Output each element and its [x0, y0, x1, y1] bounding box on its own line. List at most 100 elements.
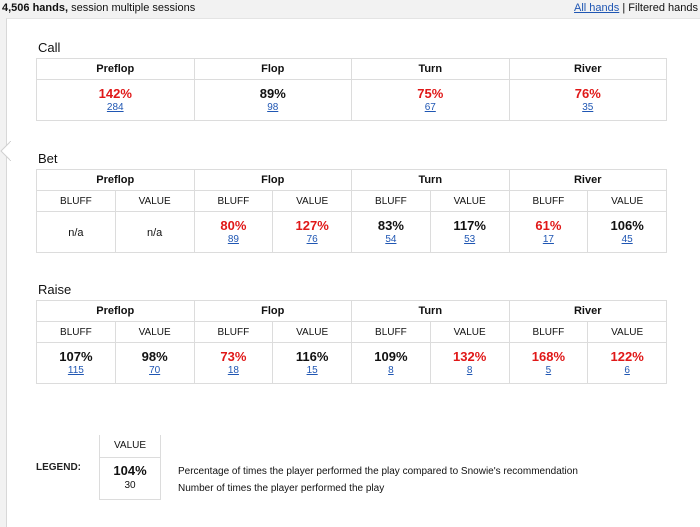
bet-pct: 106% [610, 218, 644, 233]
raise-pct: 98% [141, 349, 168, 364]
bet-street-river: River [508, 169, 667, 191]
bet-count-link[interactable]: 89 [227, 234, 239, 245]
call-pct: 142% [98, 86, 132, 101]
bet-sub-label: VALUE [429, 190, 510, 212]
legend-label: LEGEND: [36, 462, 81, 473]
call-street-flop: Flop [193, 58, 352, 80]
bet-sub-label: BLUFF [193, 190, 274, 212]
call-count-link[interactable]: 98 [267, 102, 279, 113]
bet-cell: n/a [114, 211, 195, 253]
raise-count-link[interactable]: 70 [149, 365, 161, 376]
raise-sub-label: VALUE [429, 321, 510, 343]
bet-count-link[interactable]: 53 [464, 234, 476, 245]
bet-na: n/a [146, 227, 163, 239]
legend-header: VALUE [100, 435, 160, 458]
bet-sub-label: VALUE [587, 190, 667, 212]
bet-sub-label: BLUFF [508, 190, 589, 212]
bet-street-turn: Turn [351, 169, 510, 191]
legend-count: 30 [124, 480, 136, 491]
raise-street-flop: Flop [193, 300, 352, 322]
raise-title: Raise [38, 282, 72, 297]
raise-count-link[interactable]: 18 [227, 365, 239, 376]
all-hands-link[interactable]: All hands [574, 2, 620, 14]
legend-count-description: Number of times the player performed the… [178, 483, 385, 494]
bet-title: Bet [38, 151, 58, 166]
raise-count-link[interactable]: 15 [306, 365, 318, 376]
call-street-turn: Turn [351, 58, 510, 80]
bet-street-header-row: Preflop Flop Turn River [36, 169, 667, 191]
bet-cell: 80% 89 [193, 211, 274, 253]
legend-pct-description: Percentage of times the player performed… [178, 466, 578, 477]
call-pct: 75% [417, 86, 444, 101]
raise-pct: 107% [59, 349, 93, 364]
raise-cell: 73% 18 [193, 342, 274, 384]
raise-pct: 132% [453, 349, 487, 364]
call-cell: 75% 67 [351, 79, 510, 121]
call-table: Preflop Flop Turn River 142% 284 89% 98 75… [36, 58, 667, 121]
raise-cell: 109% 8 [351, 342, 431, 384]
call-cell: 142% 284 [36, 79, 195, 121]
bet-street-flop: Flop [193, 169, 352, 191]
raise-cell: 116% 15 [272, 342, 352, 384]
raise-sub-label: VALUE [114, 321, 195, 343]
raise-cell: 132% 8 [429, 342, 510, 384]
bet-table: Preflop Flop Turn River BLUFF VALUE BLUF… [36, 169, 667, 253]
bet-sub-header-row: BLUFF VALUE BLUFF VALUE BLUFF VALUE BLUF… [36, 190, 667, 212]
raise-sub-label: BLUFF [193, 321, 274, 343]
call-cell: 76% 35 [508, 79, 667, 121]
raise-cell: 98% 70 [114, 342, 195, 384]
raise-table: Preflop Flop Turn River BLUFF VALUE BLUF… [36, 300, 667, 384]
raise-sub-header-row: BLUFF VALUE BLUFF VALUE BLUFF VALUE BLUF… [36, 321, 667, 343]
bet-count-link[interactable]: 54 [385, 234, 397, 245]
bet-cell: 127% 76 [272, 211, 352, 253]
panel-notch [0, 141, 11, 161]
bet-sub-label: BLUFF [36, 190, 116, 212]
call-value-row: 142% 284 89% 98 75% 67 76% 35 [36, 79, 667, 121]
raise-value-row: 107% 115 98% 70 73% 18 116% 15 109% 8 132% 8 1… [36, 342, 667, 384]
raise-count-link[interactable]: 115 [67, 365, 84, 376]
raise-sub-label: VALUE [272, 321, 352, 343]
bet-pct: 61% [535, 218, 562, 233]
hands-summary: 4,506 hands, session multiple sessions [2, 0, 195, 16]
raise-pct: 116% [295, 349, 329, 364]
raise-street-preflop: Preflop [36, 300, 195, 322]
bet-cell: 61% 17 [508, 211, 589, 253]
raise-count-link[interactable]: 8 [466, 365, 473, 376]
call-pct: 89% [259, 86, 286, 101]
bet-count-link[interactable]: 45 [621, 234, 633, 245]
filtered-hands-label: Filtered hands [628, 2, 698, 14]
call-cell: 89% 98 [193, 79, 352, 121]
legend-pct: 104% [113, 463, 147, 478]
raise-cell: 168% 5 [508, 342, 589, 384]
raise-count-link[interactable]: 6 [624, 365, 630, 376]
bet-value-row: n/a n/a 80% 89 127% 76 83% 54 117% 53 61% 17 … [36, 211, 667, 253]
bet-count-link[interactable]: 76 [306, 234, 318, 245]
call-count-link[interactable]: 67 [424, 102, 436, 113]
raise-sub-label: BLUFF [351, 321, 431, 343]
hands-count: 4,506 hands, [2, 2, 69, 14]
bet-sub-label: VALUE [272, 190, 352, 212]
raise-pct: 73% [220, 349, 247, 364]
legend-sample-cell: VALUE 104% 30 [99, 435, 161, 500]
raise-street-header-row: Preflop Flop Turn River [36, 300, 667, 322]
raise-count-link[interactable]: 5 [545, 365, 552, 376]
bet-na: n/a [68, 227, 84, 239]
call-count-link[interactable]: 284 [106, 102, 124, 113]
raise-street-river: River [508, 300, 667, 322]
bet-count-link[interactable]: 17 [542, 234, 554, 245]
filter-separator: | [619, 2, 629, 14]
stats-panel: Call Preflop Flop Turn River 142% 284 89%… [0, 18, 700, 527]
raise-pct: 168% [531, 349, 565, 364]
bet-cell: 106% 45 [587, 211, 667, 253]
raise-count-link[interactable]: 8 [388, 365, 394, 376]
call-count-link[interactable]: 35 [582, 102, 594, 113]
bet-cell: 83% 54 [351, 211, 431, 253]
call-street-header-row: Preflop Flop Turn River [36, 58, 667, 80]
bet-street-preflop: Preflop [36, 169, 195, 191]
bet-sub-label: BLUFF [351, 190, 431, 212]
raise-pct: 109% [374, 349, 408, 364]
raise-street-turn: Turn [351, 300, 510, 322]
raise-sub-label: BLUFF [36, 321, 116, 343]
raise-sub-label: VALUE [587, 321, 667, 343]
session-text: session multiple sessions [68, 2, 196, 14]
